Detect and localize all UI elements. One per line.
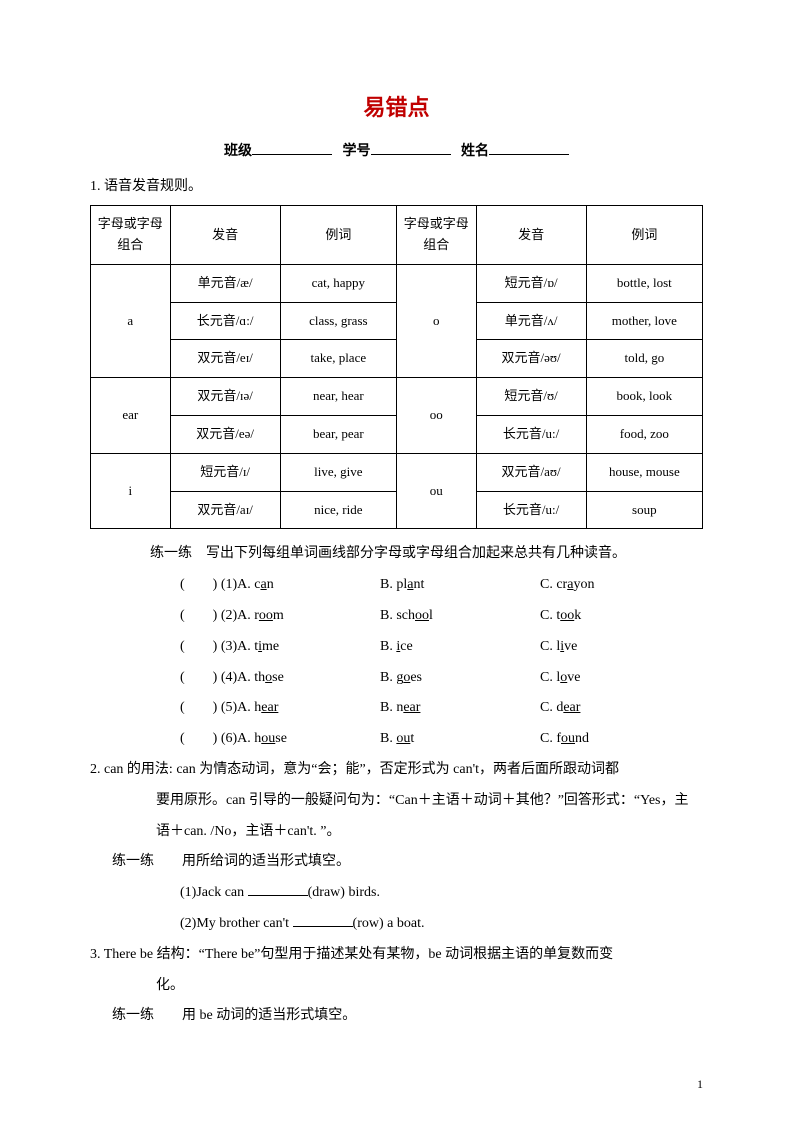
cell-letter-i: i	[91, 453, 171, 529]
cell-ex: told, go	[586, 340, 702, 378]
cell-sound: 双元音/aɪ/	[170, 491, 280, 529]
practice-row: ( ) (2)A. roomB. schoolC. took	[180, 601, 703, 632]
section2-body: 2. can 的用法: can 为情态动词，意为“会；能”，否定形式为 can'…	[90, 755, 703, 847]
page-title: 易错点	[90, 90, 703, 122]
s3-line2: 化。	[112, 971, 703, 1002]
cell-sound: 双元音/ɪə/	[170, 378, 280, 416]
section2-practice-label: 练一练 用所给词的适当形式填空。	[90, 847, 703, 878]
s2-line3: 语＋can. /No，主语＋can't. ”。	[112, 817, 703, 848]
th-letter-2: 字母或字母组合	[396, 206, 476, 265]
cell-sound: 双元音/eə/	[170, 415, 280, 453]
s2q1-blank[interactable]	[248, 882, 308, 896]
cell-sound: 长元音/u:/	[476, 491, 586, 529]
cell-letter-ou: ou	[396, 453, 476, 529]
section3-practice-label: 练一练 用 be 动词的适当形式填空。	[90, 1001, 703, 1032]
cell-ex: food, zoo	[586, 415, 702, 453]
th-example-1: 例词	[280, 206, 396, 265]
cell-sound: 短元音/ɒ/	[476, 264, 586, 302]
cell-ex: mother, love	[586, 302, 702, 340]
s2q1-post: (draw) birds.	[308, 885, 380, 900]
cell-sound: 单元音/æ/	[170, 264, 280, 302]
table-row: ear 双元音/ɪə/ near, hear oo 短元音/ʊ/ book, l…	[91, 378, 703, 416]
table-row: a 单元音/æ/ cat, happy o 短元音/ɒ/ bottle, los…	[91, 264, 703, 302]
cell-sound: 短元音/ɪ/	[170, 453, 280, 491]
class-label: 班级	[224, 144, 252, 159]
cell-ex: bear, pear	[280, 415, 396, 453]
practice1-intro: 练一练 写出下列每组单词画线部分字母或字母组合加起来总共有几种读音。	[90, 539, 703, 570]
cell-sound: 双元音/əʊ/	[476, 340, 586, 378]
cell-sound: 双元音/aʊ/	[476, 453, 586, 491]
cell-ex: class, grass	[280, 302, 396, 340]
s2q2-post: (row) a boat.	[353, 916, 425, 931]
practice-row: ( ) (3)A. timeB. iceC. live	[180, 632, 703, 663]
class-blank[interactable]	[252, 141, 332, 155]
section3-body: 3. There be 结构：“There be”句型用于描述某处有某物，be …	[90, 940, 703, 1002]
cell-ex: soup	[586, 491, 702, 529]
cell-ex: take, place	[280, 340, 396, 378]
cell-letter-oo: oo	[396, 378, 476, 454]
cell-ex: house, mouse	[586, 453, 702, 491]
cell-ex: live, give	[280, 453, 396, 491]
cell-sound: 双元音/eɪ/	[170, 340, 280, 378]
practice-row: ( ) (4)A. thoseB. goesC. love	[180, 663, 703, 694]
cell-letter-ear: ear	[91, 378, 171, 454]
s2q2-blank[interactable]	[293, 913, 353, 927]
table-header-row: 字母或字母组合 发音 例词 字母或字母组合 发音 例词	[91, 206, 703, 265]
cell-sound: 短元音/ʊ/	[476, 378, 586, 416]
name-label: 姓名	[461, 144, 489, 159]
practice1-list: ( ) (1)A. canB. plantC. crayon( ) (2)A. …	[90, 570, 703, 755]
table-row: i 短元音/ɪ/ live, give ou 双元音/aʊ/ house, mo…	[91, 453, 703, 491]
s2-line2: 要用原形。can 引导的一般疑问句为：“Can＋主语＋动词＋其他？”回答形式：“…	[112, 786, 703, 817]
s3-line1: 3. There be 结构：“There be”句型用于描述某处有某物，be …	[112, 940, 703, 971]
cell-ex: book, look	[586, 378, 702, 416]
section1-heading: 1. 语音发音规则。	[90, 174, 703, 199]
s2q1-pre: (1)Jack can	[180, 885, 248, 900]
cell-letter-a: a	[91, 264, 171, 377]
cell-ex: near, hear	[280, 378, 396, 416]
s2q2-pre: (2)My brother can't	[180, 916, 293, 931]
cell-ex: bottle, lost	[586, 264, 702, 302]
th-example-2: 例词	[586, 206, 702, 265]
section2-q1: (1)Jack can (draw) birds.	[90, 878, 703, 909]
phonetics-table: 字母或字母组合 发音 例词 字母或字母组合 发音 例词 a 单元音/æ/ cat…	[90, 205, 703, 529]
th-sound-1: 发音	[170, 206, 280, 265]
th-sound-2: 发音	[476, 206, 586, 265]
page-number: 1	[697, 1077, 703, 1092]
th-letter-1: 字母或字母组合	[91, 206, 171, 265]
id-blank[interactable]	[371, 141, 451, 155]
cell-sound: 长元音/ɑ:/	[170, 302, 280, 340]
cell-letter-o: o	[396, 264, 476, 377]
practice-row: ( ) (5)A. hearB. nearC. dear	[180, 693, 703, 724]
s2-line1: 2. can 的用法: can 为情态动词，意为“会；能”，否定形式为 can'…	[112, 755, 703, 786]
section2-q2: (2)My brother can't (row) a boat.	[90, 909, 703, 940]
cell-ex: cat, happy	[280, 264, 396, 302]
cell-sound: 单元音/ʌ/	[476, 302, 586, 340]
student-info-line: 班级 学号 姓名	[90, 140, 703, 160]
cell-sound: 长元音/u:/	[476, 415, 586, 453]
cell-ex: nice, ride	[280, 491, 396, 529]
practice-row: ( ) (1)A. canB. plantC. crayon	[180, 570, 703, 601]
id-label: 学号	[343, 144, 371, 159]
practice-row: ( ) (6)A. houseB. outC. found	[180, 724, 703, 755]
name-blank[interactable]	[489, 141, 569, 155]
